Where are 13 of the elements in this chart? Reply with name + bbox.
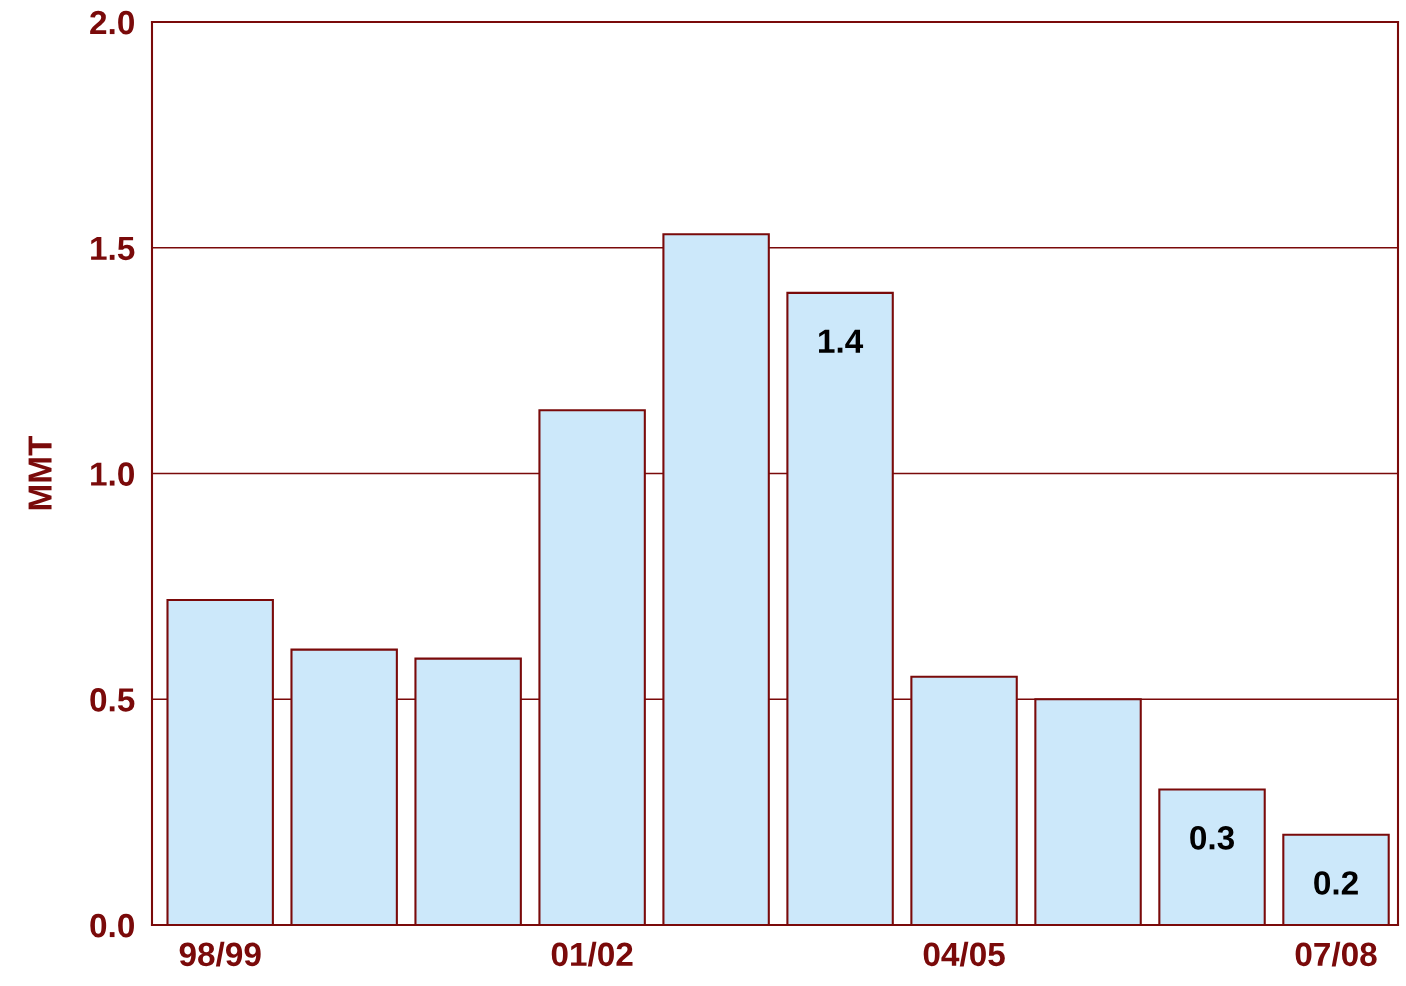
x-tick-label: 98/99 [179, 941, 261, 967]
y-tick-label: 1.5 [91, 236, 135, 261]
y-tick-label: 2.0 [90, 10, 134, 35]
y-tick-label: 1.0 [91, 462, 134, 486]
data-label: 0.2 [1314, 871, 1358, 895]
data-label: 1.4 [819, 329, 864, 353]
y-tick-label: 0.5 [90, 688, 135, 712]
y-axis-title: MMT [28, 435, 52, 510]
y-tick-label: 0.0 [90, 913, 134, 938]
data-label: 0.3 [1190, 826, 1234, 850]
x-tick-label: 04/05 [923, 941, 1005, 967]
x-tick-label: 01/02 [551, 941, 633, 967]
x-tick-label: 07/08 [1295, 941, 1377, 967]
